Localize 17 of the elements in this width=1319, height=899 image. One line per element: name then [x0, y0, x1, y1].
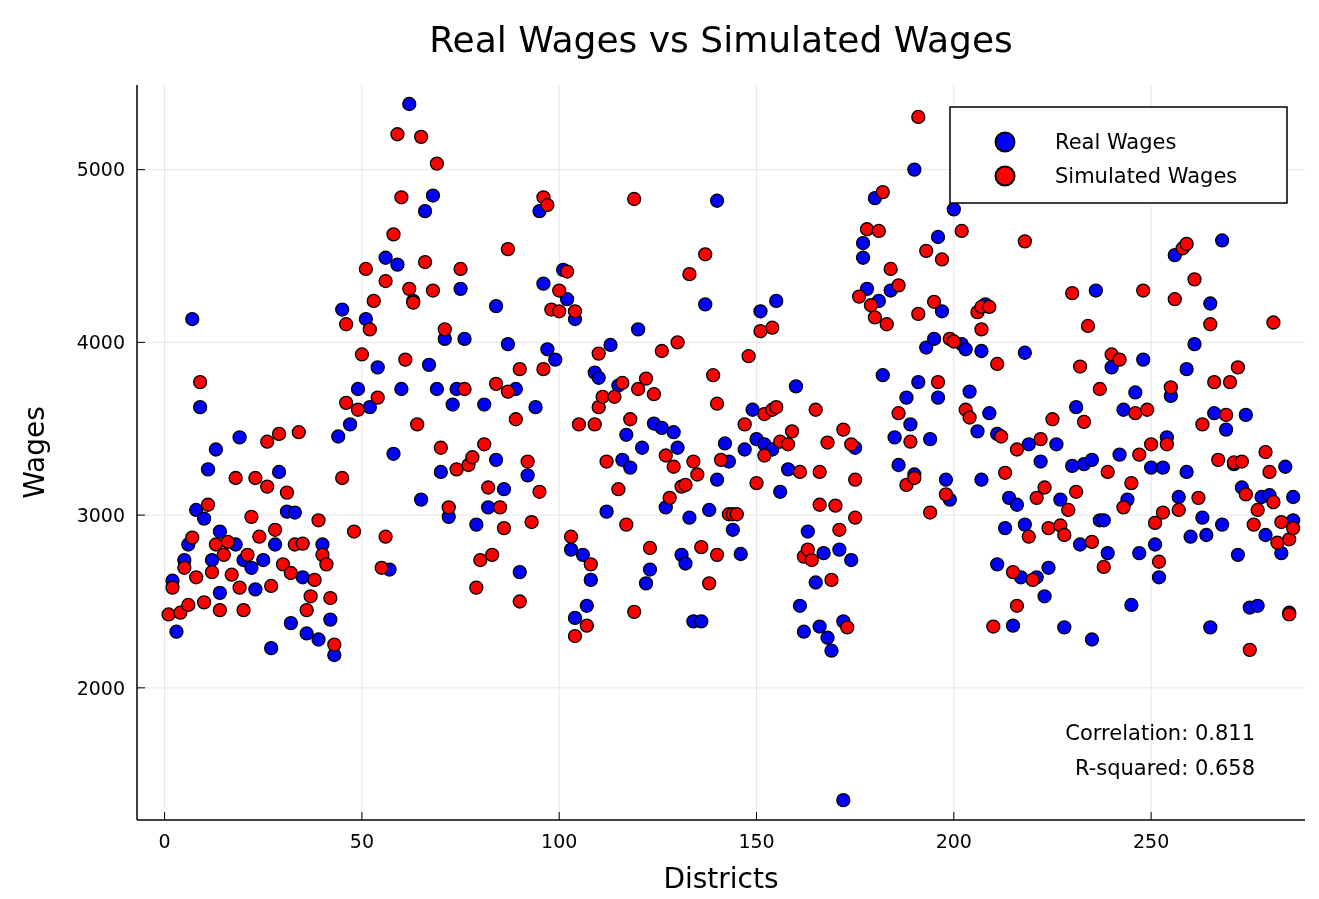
- x-tick-label: 250: [1132, 830, 1170, 852]
- x-tick-label: 50: [349, 830, 375, 852]
- annotation: Correlation: 0.811: [1065, 721, 1255, 745]
- chart-title: Real Wages vs Simulated Wages: [429, 19, 1013, 60]
- y-axis-title: Wages: [18, 406, 51, 499]
- x-tick-label: 200: [935, 830, 972, 852]
- x-tick-label: 100: [541, 830, 578, 852]
- y-tick-label: 4000: [76, 331, 125, 354]
- legend-label: Real Wages: [1055, 130, 1177, 155]
- annotation: R-squared: 0.658: [1074, 756, 1255, 780]
- x-tick-label: 150: [738, 830, 775, 852]
- y-tick-label: 2000: [76, 676, 125, 699]
- y-tick-label: 3000: [76, 503, 125, 526]
- y-tick-label: 5000: [76, 158, 125, 181]
- legend-label: Simulated Wages: [1055, 164, 1238, 189]
- x-axis-title: Districts: [663, 862, 779, 895]
- x-tick-label: 0: [158, 830, 171, 852]
